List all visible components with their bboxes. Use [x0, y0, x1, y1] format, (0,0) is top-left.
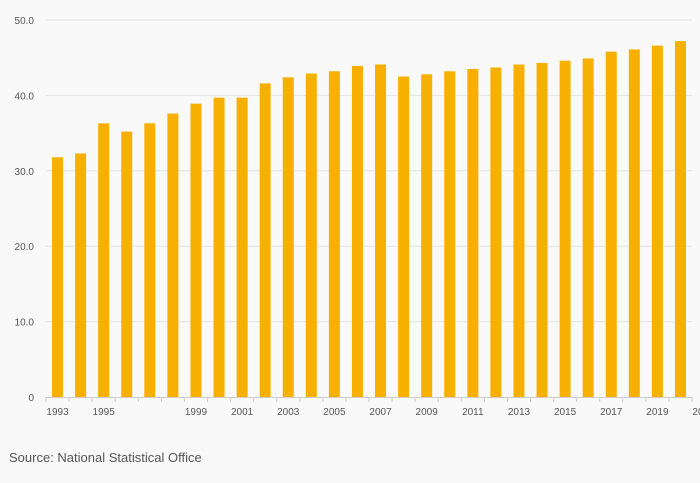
bar [190, 103, 202, 397]
x-tick-label: 1999 [185, 407, 208, 418]
x-tick-label: 2009 [416, 407, 439, 418]
bar [490, 67, 502, 397]
y-tick-label: 10.0 [15, 318, 35, 329]
bar [421, 74, 433, 397]
bar [628, 49, 640, 397]
bar [305, 73, 317, 397]
x-tick-label: 2019 [646, 407, 669, 418]
y-tick-label: 0 [28, 393, 34, 404]
y-tick-label: 20.0 [15, 242, 35, 253]
bar [236, 97, 248, 397]
bar [674, 41, 686, 398]
bar [398, 76, 410, 398]
bar [559, 60, 571, 397]
x-tick-label: 2003 [277, 407, 300, 418]
x-tick-label: 2007 [369, 407, 392, 418]
bar [328, 71, 340, 398]
x-tick-label: 2011 [462, 407, 484, 418]
x-tick-label: 2013 [508, 407, 531, 418]
x-tick-label: 1995 [93, 407, 116, 418]
bar [121, 131, 133, 397]
bar [259, 83, 271, 397]
bar [375, 64, 387, 398]
bar [467, 69, 479, 397]
x-tick-label: 2005 [323, 407, 346, 418]
bar [167, 113, 179, 397]
bar [513, 64, 525, 398]
y-tick-label: 40.0 [15, 91, 35, 102]
y-tick-label: 30.0 [15, 167, 35, 178]
bar [444, 71, 456, 398]
bar [605, 51, 617, 398]
bar [144, 123, 156, 398]
bar [52, 157, 64, 397]
source-note: Source: National Statistical Office [9, 450, 202, 465]
x-tick-label: 2015 [554, 407, 577, 418]
bar [582, 58, 594, 397]
bar [282, 77, 294, 398]
bar [75, 153, 87, 397]
bar [98, 123, 110, 398]
bar [351, 65, 363, 398]
y-tick-label: 50.0 [15, 16, 35, 27]
bar [536, 62, 548, 397]
x-tick-label: 2017 [600, 407, 623, 418]
bar [213, 97, 225, 397]
bar-chart: 0 10.0 20.0 30.0 40.0 50.0 1993 1995 1999 2001 200… [15, 16, 700, 418]
x-tick-label: 2021 [692, 407, 700, 418]
x-tick-label: 1993 [46, 407, 69, 418]
x-tick-label: 2001 [231, 407, 254, 418]
bar [651, 45, 663, 397]
